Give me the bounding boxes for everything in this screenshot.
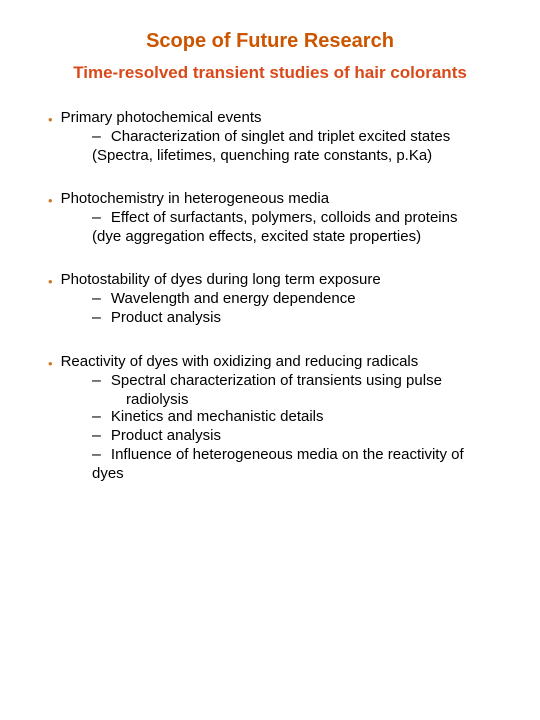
bullet-row: • Primary photochemical events	[48, 109, 514, 126]
bullet-dot-icon: •	[48, 113, 53, 126]
bullet-dot-icon: •	[48, 194, 53, 207]
section-photostability: • Photostability of dyes during long ter…	[26, 271, 514, 327]
sub-item: – Wavelength and energy dependence	[48, 290, 514, 308]
dash-icon: –	[92, 309, 101, 327]
bullet-heading: Primary photochemical events	[61, 109, 514, 126]
section-heterogeneous-media: • Photochemistry in heterogeneous media …	[26, 190, 514, 245]
sub-text: Kinetics and mechanistic details	[111, 408, 514, 425]
bullet-heading: Reactivity of dyes with oxidizing and re…	[61, 353, 514, 370]
bullet-row: • Photochemistry in heterogeneous media	[48, 190, 514, 207]
bullet-row: • Photostability of dyes during long ter…	[48, 271, 514, 288]
sub-text: Spectral characterization of transients …	[111, 372, 514, 389]
dash-icon: –	[92, 209, 101, 227]
sub-text: Wavelength and energy dependence	[111, 290, 514, 307]
section-primary-photochemical: • Primary photochemical events – Charact…	[26, 109, 514, 164]
sub-item: – Influence of heterogeneous media on th…	[48, 446, 514, 464]
sub-item: – Characterization of singlet and triple…	[48, 128, 514, 146]
sub-text: Characterization of singlet and triplet …	[111, 128, 514, 145]
dash-icon: –	[92, 372, 101, 390]
sub-item: – Product analysis	[48, 427, 514, 445]
bullet-heading: Photochemistry in heterogeneous media	[61, 190, 514, 207]
sub-continuation: radiolysis	[48, 391, 514, 408]
slide-subtitle: Time-resolved transient studies of hair …	[26, 63, 514, 83]
bullet-dot-icon: •	[48, 275, 53, 288]
bullet-dot-icon: •	[48, 357, 53, 370]
sub-item: – Spectral characterization of transient…	[48, 372, 514, 390]
sub-item: – Kinetics and mechanistic details	[48, 408, 514, 426]
paren-note: (dye aggregation effects, excited state …	[48, 228, 514, 245]
dash-icon: –	[92, 290, 101, 308]
sub-text: Product analysis	[111, 427, 514, 444]
dash-icon: –	[92, 408, 101, 426]
sub-text: Product analysis	[111, 309, 514, 326]
paren-note: (Spectra, lifetimes, quenching rate cons…	[48, 147, 514, 164]
bullet-heading: Photostability of dyes during long term …	[61, 271, 514, 288]
sub-text: Effect of surfactants, polymers, colloid…	[111, 209, 514, 226]
sub-item: – Effect of surfactants, polymers, collo…	[48, 209, 514, 227]
sub-item: – Product analysis	[48, 309, 514, 327]
sub-continuation: dyes	[48, 465, 514, 482]
dash-icon: –	[92, 128, 101, 146]
section-reactivity: • Reactivity of dyes with oxidizing and …	[26, 353, 514, 482]
dash-icon: –	[92, 446, 101, 464]
sub-text: Influence of heterogeneous media on the …	[111, 446, 514, 463]
slide-title: Scope of Future Research	[26, 30, 514, 53]
dash-icon: –	[92, 427, 101, 445]
bullet-row: • Reactivity of dyes with oxidizing and …	[48, 353, 514, 370]
